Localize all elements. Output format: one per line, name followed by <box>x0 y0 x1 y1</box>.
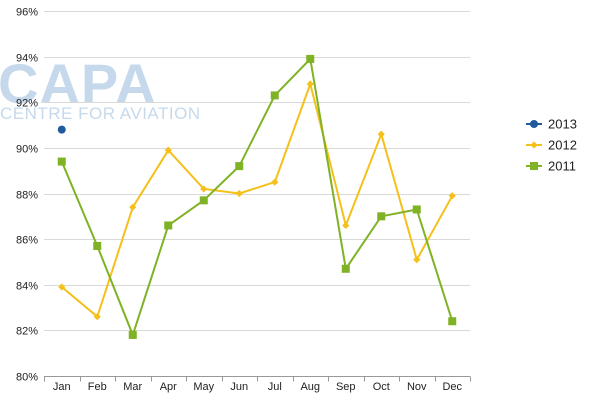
y-tick-label-86: 86% <box>16 235 38 247</box>
data-point-2012-sep <box>342 221 350 230</box>
series-line-2012 <box>61 83 454 318</box>
x-tick-label-feb: Feb <box>88 381 107 393</box>
data-point-2011-jan <box>57 157 66 166</box>
legend-label-2012: 2012 <box>548 138 577 153</box>
data-point-2011-may <box>199 196 208 205</box>
legend-item-2011: 2011 <box>526 159 576 174</box>
data-point-2012-jan <box>58 283 66 291</box>
data-point-2012-nov <box>413 256 421 264</box>
series-2013 <box>57 125 66 134</box>
data-point-2012-mar <box>129 203 137 211</box>
y-tick-label-94: 94% <box>16 53 38 65</box>
data-point-2012-jul <box>271 178 279 186</box>
x-tick-label-sep: Sep <box>336 381 356 393</box>
legend-label-2013: 2013 <box>548 117 577 132</box>
x-tick-label-oct: Oct <box>373 381 390 393</box>
data-point-2011-apr <box>164 221 173 230</box>
x-tick-label-dec: Dec <box>442 381 462 393</box>
data-point-2011-dec <box>448 317 457 326</box>
data-point-2012-jun <box>235 189 243 198</box>
data-point-2011-nov <box>412 205 421 214</box>
legend-marker-2012 <box>530 141 538 149</box>
legend-item-2012: 2012 <box>526 138 577 153</box>
axes: 80% 82% 84% 86% 88% 90% 92% 94% 96% Jan Feb Mar Apr M… <box>16 7 471 393</box>
data-point-2011-sep <box>341 264 350 273</box>
x-tick-label-mar: Mar <box>123 381 142 393</box>
x-tick-label-nov: Nov <box>407 381 427 393</box>
x-tick-label-jul: Jul <box>268 381 282 393</box>
data-point-2011-mar <box>128 330 137 339</box>
series-line-2011 <box>60 57 454 336</box>
data-point-2011-jul <box>270 91 279 100</box>
data-point-2012-dec <box>448 192 456 200</box>
data-point-2012-aug <box>306 80 314 88</box>
data-point-2011-aug <box>306 54 315 63</box>
legend-label-2011: 2011 <box>548 159 576 174</box>
data-point-2011-feb <box>93 241 102 250</box>
data-point-2012-apr <box>164 146 172 154</box>
watermark-subtitle: CENTRE FOR AVIATION <box>0 104 201 123</box>
data-point-2011-jun <box>235 162 244 171</box>
legend: 2013 2012 2011 <box>526 117 577 174</box>
data-point-2013-jan <box>57 125 66 134</box>
x-tick-label-aug: Aug <box>300 381 320 393</box>
series-group <box>57 54 457 339</box>
watermark-logo-text: CAPA <box>0 52 157 115</box>
y-tick-label-92: 92% <box>16 98 38 110</box>
data-point-2012-oct <box>377 130 385 138</box>
y-tick-label-80: 80% <box>16 372 38 384</box>
y-tick-label-88: 88% <box>16 190 38 202</box>
y-tick-label-82: 82% <box>16 326 38 338</box>
legend-item-2013: 2013 <box>526 117 577 132</box>
y-tick-label-84: 84% <box>16 281 38 293</box>
y-tick-label-90: 90% <box>16 144 38 156</box>
x-tick-label-jan: Jan <box>53 381 71 393</box>
data-point-2012-may <box>200 185 208 193</box>
series-2011 <box>57 54 457 339</box>
capa-watermark: CAPA CENTRE FOR AVIATION <box>0 52 201 123</box>
data-point-2012-feb <box>93 313 101 321</box>
x-tick-label-apr: Apr <box>160 381 177 393</box>
x-tick-label-may: May <box>193 381 214 393</box>
legend-marker-2011 <box>530 162 538 170</box>
legend-marker-2013 <box>530 120 538 128</box>
x-tick-label-jun: Jun <box>230 381 248 393</box>
data-point-2011-oct <box>377 212 386 221</box>
y-tick-label-96: 96% <box>16 7 38 19</box>
series-2012 <box>58 80 456 321</box>
